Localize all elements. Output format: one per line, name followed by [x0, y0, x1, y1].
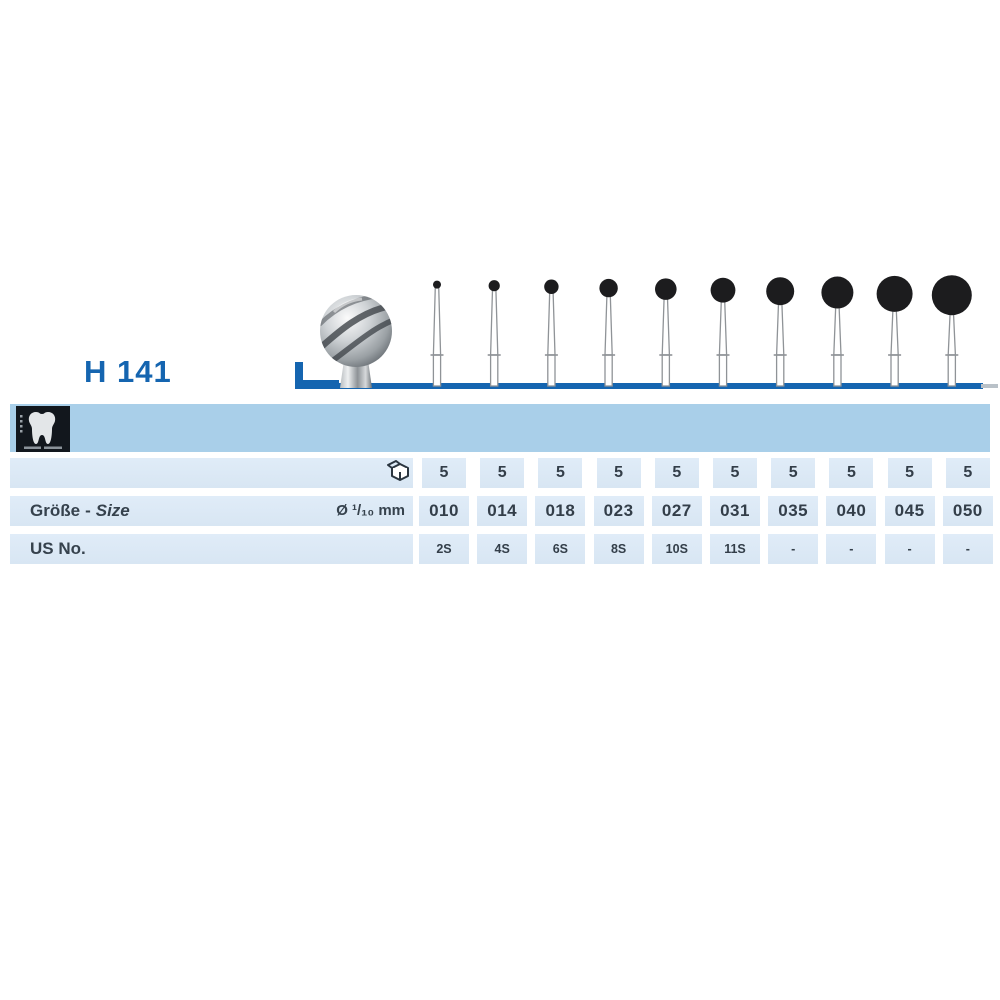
size-label-cell: Größe - Size Ø ¹/₁₀ mm	[10, 496, 413, 526]
baseline-l-foot	[295, 380, 339, 389]
bur-silhouette	[430, 280, 444, 387]
pack-quantity-cell: 5	[713, 458, 757, 488]
tooth-logo-icon	[16, 406, 70, 452]
pack-quantity-cell: 5	[771, 458, 816, 488]
us-number-row: US No. 2S 4S 6S 8S 10S 11S - - - -	[0, 534, 1000, 564]
bur-silhouette	[487, 280, 501, 387]
size-value-cell: 045	[884, 496, 935, 526]
header-band	[10, 404, 990, 452]
size-value-cell: 031	[710, 496, 760, 526]
bur-silhouette	[821, 276, 854, 387]
baseline-tail	[981, 384, 998, 388]
pack-quantity-cell: 5	[654, 458, 699, 488]
bur-silhouette	[710, 277, 736, 387]
size-label: Größe - Size	[30, 496, 130, 526]
bur-silhouette	[544, 279, 559, 387]
size-value-cell: 010	[419, 496, 469, 526]
us-number-cell: 8S	[593, 534, 644, 564]
size-value-cell: 018	[535, 496, 586, 526]
bur-silhouette	[599, 278, 618, 387]
figure-baseline	[295, 383, 983, 389]
pack-quantity-cell: 5	[829, 458, 874, 488]
baseline-l-mark	[295, 362, 303, 389]
package-icon	[387, 460, 409, 481]
bur-silhouette	[931, 275, 972, 387]
pack-quantity-cell: 5	[538, 458, 583, 488]
size-value-cell: 027	[651, 496, 702, 526]
pack-quantity-cell: 5	[422, 458, 466, 488]
us-number-cell: 4S	[477, 534, 528, 564]
us-number-cell: -	[942, 534, 993, 564]
bur-silhouette	[655, 278, 677, 387]
us-number-cell: 11S	[710, 534, 760, 564]
us-number-label-cell: US No.	[10, 534, 413, 564]
us-number-cell: 2S	[419, 534, 469, 564]
size-label-separator: -	[85, 501, 91, 520]
round-bur-3d-icon	[320, 295, 392, 388]
size-value-cell: 023	[593, 496, 644, 526]
pack-quantity-cell: 5	[945, 458, 990, 488]
size-label-en: Size	[95, 501, 130, 520]
pack-quantity-cell: 5	[596, 458, 641, 488]
pack-quantity-cell: 5	[887, 458, 932, 488]
size-value-cell: 050	[942, 496, 993, 526]
us-number-cell: -	[884, 534, 935, 564]
size-row: Größe - Size Ø ¹/₁₀ mm 010 014 018 023 027 031 0…	[0, 496, 1000, 526]
size-label-de: Größe	[30, 501, 81, 520]
us-number-label: US No.	[30, 539, 86, 558]
us-number-cell: -	[768, 534, 819, 564]
us-number-cell: 6S	[535, 534, 586, 564]
size-value-cell: 040	[826, 496, 877, 526]
bur-size-row	[430, 275, 972, 387]
pack-quantity-cell: 5	[480, 458, 525, 488]
size-value-cell: 014	[477, 496, 528, 526]
bur-silhouette	[876, 275, 913, 387]
pack-quantity-label-cell	[10, 458, 413, 488]
size-value-cell: 035	[768, 496, 819, 526]
product-code: H 141	[84, 354, 172, 389]
size-unit: Ø ¹/₁₀ mm	[336, 502, 405, 519]
us-number-cell: 10S	[651, 534, 702, 564]
us-number-cell: -	[826, 534, 877, 564]
bur-silhouette	[766, 277, 795, 387]
